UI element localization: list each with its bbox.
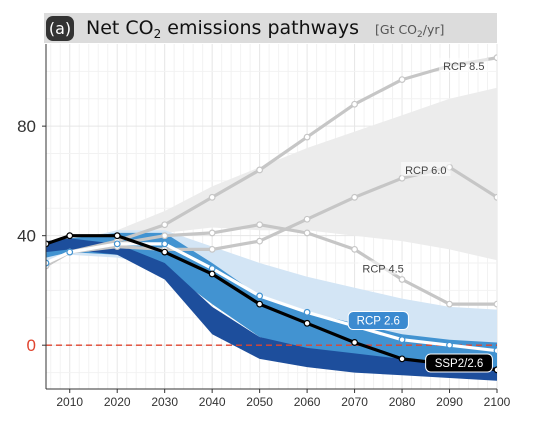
data-point-rcp-6-0 — [208, 245, 216, 253]
annotation-rcp-4-5: RCP 4.5 — [362, 264, 403, 276]
data-point-rcp-2-6 — [446, 341, 453, 349]
chart-unit: [Gt CO2/yr] — [375, 22, 444, 40]
annotation-backdrop-rcp-8-5 — [439, 57, 489, 72]
annotation-ssp2-2-6: SSP2/2.6 — [435, 358, 484, 370]
data-point-rcp-4-5 — [446, 300, 453, 308]
mid-blue-band — [46, 232, 497, 373]
x-tick-label: 2090 — [436, 395, 463, 409]
data-point-rcp-8-5 — [493, 54, 497, 62]
data-point-rcp-6-0 — [493, 193, 497, 201]
data-point-rcp-8-5 — [161, 221, 169, 229]
data-point-rcp-6-0 — [351, 193, 358, 201]
data-point-rcp-2-6 — [208, 265, 216, 272]
data-point-rcp-2-6 — [66, 248, 74, 256]
data-point-rcp-4-5 — [161, 232, 169, 240]
data-point-rcp-2-6 — [398, 336, 406, 344]
x-tick-label: 2100 — [484, 395, 511, 409]
chart-unit-sub: 2 — [417, 30, 423, 40]
chart-title: Net CO2 emissions pathways — [86, 17, 359, 41]
x-tick-label: 2080 — [389, 395, 416, 409]
chart-title-post: emissions pathways — [161, 17, 359, 39]
y-tick-label: 40 — [17, 227, 36, 246]
annotation-badge-rcp-2-6 — [347, 311, 409, 331]
panel-label: (a) — [49, 19, 71, 38]
data-point-rcp-2-6 — [303, 308, 311, 316]
grey-band — [46, 87, 497, 261]
data-point-rcp-8-5 — [398, 76, 406, 83]
data-point-ssp2-2-6 — [256, 300, 264, 308]
data-point-ssp2-2-6 — [208, 270, 216, 278]
y-ticks: 0 40 80 — [17, 117, 46, 355]
x-ticks: 2010 2020 2030 2040 2050 2060 2070 2080 2090 2100 — [56, 389, 511, 409]
data-point-rcp-6-0 — [398, 174, 406, 182]
data-point-ssp2-2-6 — [303, 319, 311, 327]
data-point-rcp-4-5 — [351, 245, 358, 253]
data-point-rcp-2-6 — [161, 240, 169, 248]
annotation-backdrop-rcp-4-5 — [358, 260, 408, 275]
data-point-rcp-4-5 — [303, 229, 311, 237]
data-point-rcp-4-5 — [256, 221, 264, 229]
panel-label-box — [46, 16, 74, 41]
data-point-ssp2-2-6 — [161, 248, 169, 256]
dark-blue-band — [46, 238, 497, 381]
data-point-rcp-4-5 — [398, 276, 406, 283]
data-point-rcp-8-5 — [351, 100, 358, 108]
data-point-rcp-8-5 — [208, 193, 216, 201]
data-point-rcp-2-6 — [113, 240, 121, 248]
annotation-rcp-2-6: RCP 2.6 — [357, 316, 400, 328]
chart-title-sub: 2 — [154, 27, 162, 41]
data-point-rcp-2-6 — [256, 292, 264, 300]
x-tick-label: 2070 — [341, 395, 368, 409]
annotation-rcp-8-5: RCP 8.5 — [443, 61, 484, 73]
data-point-rcp-4-5 — [493, 300, 497, 308]
chart-title-pre: Net CO — [86, 17, 154, 39]
x-tick-label: 2010 — [56, 395, 83, 409]
data-point-rcp-6-0 — [303, 215, 311, 223]
data-point-ssp2-2-6 — [113, 232, 121, 240]
annotation-backdrop-rcp-6-0 — [401, 161, 451, 176]
chart-header: (a) Net CO2 emissions pathways [Gt CO2/y… — [44, 13, 497, 43]
data-point-rcp-8-5 — [256, 166, 264, 174]
y-tick-label: 0 — [27, 336, 36, 355]
y-tick-label: 80 — [17, 117, 36, 136]
data-point-ssp2-2-6 — [398, 355, 406, 363]
x-tick-label: 2030 — [151, 395, 178, 409]
header-background — [44, 13, 497, 43]
plot-area: 2010 2020 2030 2040 2050 2060 2070 2080 2090 2100… — [17, 44, 511, 409]
data-point-ssp2-2-6 — [351, 339, 358, 346]
data-point-ssp2-2-6 — [66, 232, 74, 240]
panel-label-letter: a — [55, 19, 65, 38]
annotation-rcp-6-0: RCP 6.0 — [405, 165, 446, 177]
annotation-badge-ssp2-2-6 — [425, 353, 493, 373]
annotations: RCP 8.5 RCP 6.0 RCP 4.5 RCP 2.6 SSP2/2.6 — [347, 57, 493, 373]
x-tick-label: 2020 — [104, 395, 131, 409]
x-tick-label: 2060 — [294, 395, 321, 409]
x-tick-label: 2050 — [246, 395, 273, 409]
chart-unit-post: /yr] — [423, 22, 445, 37]
data-point-rcp-2-6 — [493, 347, 497, 355]
data-point-rcp-4-5 — [208, 229, 216, 237]
chart-unit-pre: [Gt CO — [375, 22, 417, 37]
data-point-rcp-8-5 — [303, 133, 311, 141]
data-point-ssp2-2-6 — [493, 366, 497, 374]
x-tick-label: 2040 — [199, 395, 226, 409]
data-point-rcp-6-0 — [256, 237, 264, 245]
